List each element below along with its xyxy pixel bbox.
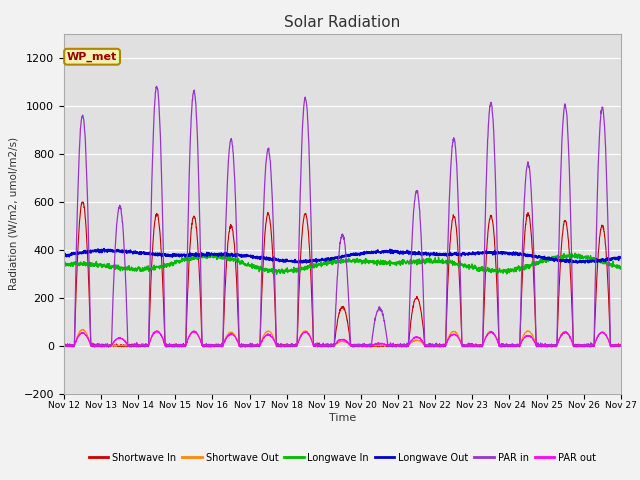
Longwave In [116, 264, 124, 269]
Line: Longwave Out: Longwave Out [64, 249, 621, 263]
Shortwave Out [60, 343, 68, 348]
Shortwave In [609, 342, 617, 348]
PAR out [510, 343, 518, 348]
PAR in [63, 344, 71, 349]
Shortwave In [65, 344, 73, 349]
PAR out [153, 328, 161, 334]
Longwave In [572, 251, 579, 256]
PAR out [60, 343, 68, 348]
Line: Shortwave Out: Shortwave Out [64, 329, 621, 346]
Shortwave Out [510, 342, 518, 348]
PAR in [376, 306, 384, 312]
PAR in [153, 84, 161, 89]
Shortwave In [60, 341, 68, 347]
Longwave Out [116, 248, 124, 253]
PAR in [609, 344, 617, 349]
Line: Shortwave In: Shortwave In [64, 202, 621, 347]
PAR in [236, 342, 244, 348]
Shortwave Out [92, 343, 99, 349]
Shortwave Out [617, 342, 625, 348]
X-axis label: Time: Time [329, 413, 356, 423]
Longwave In [273, 271, 280, 277]
Longwave In [609, 262, 617, 267]
PAR out [65, 343, 73, 349]
Shortwave Out [116, 343, 124, 348]
Shortwave In [79, 199, 86, 205]
Shortwave In [510, 344, 518, 349]
Line: Longwave In: Longwave In [64, 253, 621, 274]
Longwave Out [542, 256, 550, 262]
Longwave Out [376, 249, 384, 255]
Shortwave Out [236, 343, 244, 348]
Shortwave Out [376, 342, 384, 348]
Longwave In [376, 260, 384, 265]
PAR out [376, 340, 384, 346]
PAR out [609, 342, 617, 348]
Longwave Out [609, 255, 617, 261]
Shortwave In [236, 342, 244, 348]
Shortwave Out [542, 343, 550, 348]
Longwave In [60, 263, 68, 268]
Longwave Out [236, 252, 244, 257]
Longwave In [510, 267, 518, 273]
Shortwave In [617, 343, 625, 348]
Shortwave Out [609, 342, 617, 348]
Longwave Out [60, 253, 68, 259]
Longwave In [236, 261, 244, 267]
PAR in [542, 343, 550, 348]
Line: PAR out: PAR out [64, 331, 621, 346]
Title: Solar Radiation: Solar Radiation [284, 15, 401, 30]
Shortwave In [376, 342, 384, 348]
PAR out [617, 343, 625, 349]
Longwave Out [295, 260, 303, 266]
Longwave Out [100, 246, 108, 252]
PAR out [236, 342, 244, 348]
Longwave Out [510, 250, 518, 256]
Legend: Shortwave In, Shortwave Out, Longwave In, Longwave Out, PAR in, PAR out: Shortwave In, Shortwave Out, Longwave In… [85, 449, 600, 467]
PAR out [116, 336, 124, 341]
PAR out [542, 343, 550, 348]
Longwave Out [617, 254, 625, 260]
PAR in [617, 342, 625, 348]
PAR in [116, 205, 124, 211]
Longwave In [541, 259, 549, 265]
Y-axis label: Radiation (W/m2, umol/m2/s): Radiation (W/m2, umol/m2/s) [8, 137, 18, 290]
Shortwave In [116, 343, 124, 349]
PAR in [60, 341, 68, 347]
Shortwave In [542, 343, 550, 348]
Line: PAR in: PAR in [64, 86, 621, 347]
Text: WP_met: WP_met [67, 51, 117, 62]
Longwave In [617, 264, 625, 269]
PAR in [510, 343, 518, 349]
Shortwave Out [79, 326, 86, 332]
